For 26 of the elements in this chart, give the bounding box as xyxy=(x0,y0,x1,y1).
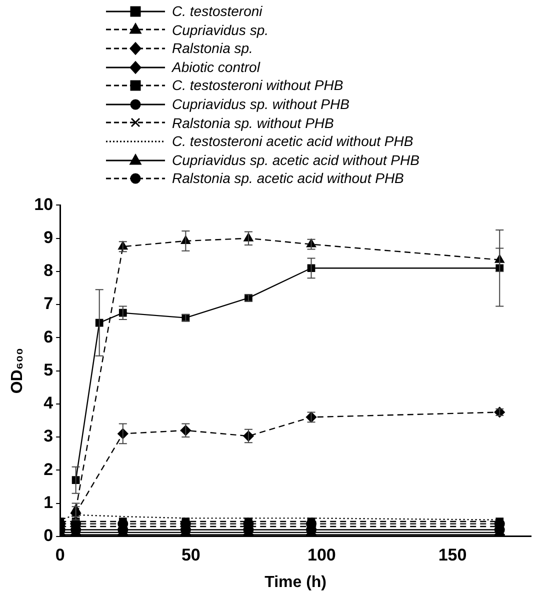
legend-label: Cupriavidus sp. acetic acid without PHB xyxy=(172,150,420,170)
x-tick-label: 50 xyxy=(181,545,200,564)
legend-label: Abiotic control xyxy=(172,58,260,76)
y-tick-label: 0 xyxy=(44,526,54,546)
legend-label: C. testosteroni without PHB xyxy=(172,76,344,95)
y-tick-label: 8 xyxy=(44,261,54,280)
y-tick-label: 6 xyxy=(44,327,54,346)
y-tick-label: 4 xyxy=(44,394,54,413)
y-tick-label: 7 xyxy=(44,294,54,314)
y-tick-label: 5 xyxy=(44,360,54,380)
x-tick-label: 100 xyxy=(308,545,336,564)
legend-label: Ralstonia sp. xyxy=(172,39,253,58)
x-tick-label: 150 xyxy=(438,545,467,564)
y-tick-label: 3 xyxy=(44,426,54,446)
y-axis-title: OD₆₀₀ xyxy=(9,348,26,394)
x-axis-title: Time (h) xyxy=(264,574,327,591)
legend-label: C. testosteroni xyxy=(172,2,262,21)
legend-label: Cupriavidus sp. xyxy=(172,20,268,40)
y-tick-label: 1 xyxy=(44,492,54,512)
legend-label: Cupriavidus sp. without PHB xyxy=(172,94,350,114)
legend-label: C. testosteroni acetic acid without PHB xyxy=(172,132,414,151)
legend-label: Ralstonia sp. acetic acid without PHB xyxy=(172,169,404,188)
y-tick-label: 9 xyxy=(44,228,54,248)
y-tick-label: 10 xyxy=(34,194,54,214)
y-tick-label: 2 xyxy=(44,460,54,479)
legend-label: Ralstonia sp. without PHB xyxy=(172,114,334,132)
